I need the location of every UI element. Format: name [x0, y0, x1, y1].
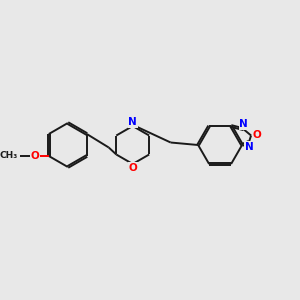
Text: O: O — [30, 151, 39, 161]
Text: CH₃: CH₃ — [0, 152, 18, 160]
Text: N: N — [245, 142, 254, 152]
Text: O: O — [253, 130, 261, 140]
Text: O: O — [128, 163, 137, 173]
Text: N: N — [239, 119, 248, 129]
Text: N: N — [128, 117, 137, 127]
